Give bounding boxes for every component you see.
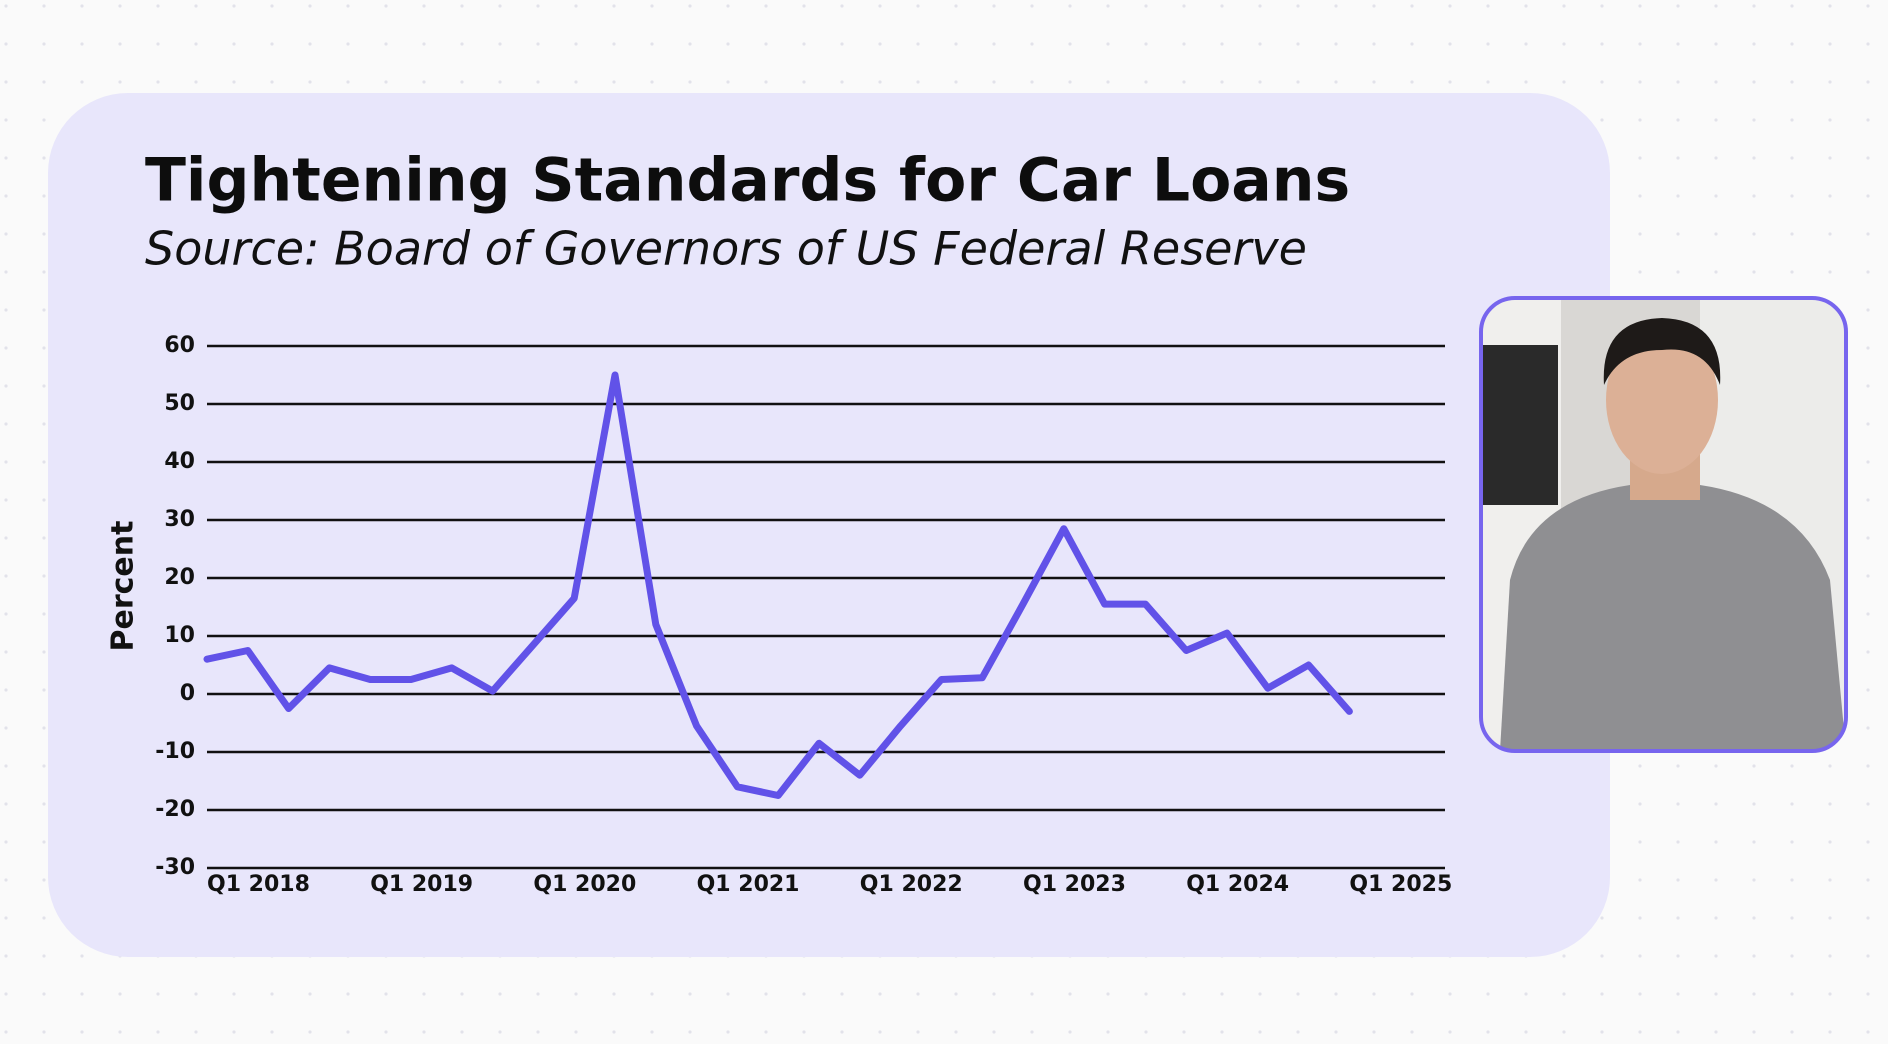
- data-line: [203, 371, 1353, 799]
- x-tick-label: Q1 2019: [370, 872, 473, 897]
- chart-title: Tightening Standards for Car Loans: [145, 146, 1350, 216]
- x-tick-label: Q1 2021: [697, 872, 800, 897]
- face: [1606, 326, 1718, 474]
- y-tick-label: 20: [164, 565, 195, 590]
- y-tick-label: 50: [164, 391, 195, 416]
- x-tick-label: Q1 2023: [1023, 872, 1126, 897]
- video-panel: [1479, 296, 1848, 753]
- y-tick-label: 10: [164, 623, 195, 648]
- y-tick-label: 30: [164, 507, 195, 532]
- y-tick-label: 40: [164, 449, 195, 474]
- x-tick-label: Q1 2022: [860, 872, 963, 897]
- x-tick-label: Q1 2020: [533, 872, 636, 897]
- y-tick-label: 0: [180, 681, 195, 706]
- chart-subtitle: Source: Board of Governors of US Federal…: [145, 222, 1307, 276]
- x-tick-label: Q1 2018: [207, 872, 310, 897]
- x-tick-label: Q1 2025: [1349, 872, 1452, 897]
- y-tick-label: -30: [155, 855, 195, 880]
- x-tick-label: Q1 2024: [1186, 872, 1289, 897]
- y-tick-label: -20: [155, 797, 195, 822]
- hair: [1603, 318, 1721, 385]
- video-border: [1479, 296, 1848, 753]
- poster: [1481, 345, 1558, 505]
- shirt: [1500, 485, 1846, 751]
- plot: -30 -20 -10 0 10 20 30 40 50 60 Q1 2018 Q1 2019 Q1 2…: [155, 333, 1452, 897]
- y-axis-label: Percent: [106, 521, 141, 652]
- y-tick-label: -10: [155, 739, 195, 764]
- y-tick-label: 60: [164, 333, 195, 358]
- chart-card: [48, 93, 1610, 957]
